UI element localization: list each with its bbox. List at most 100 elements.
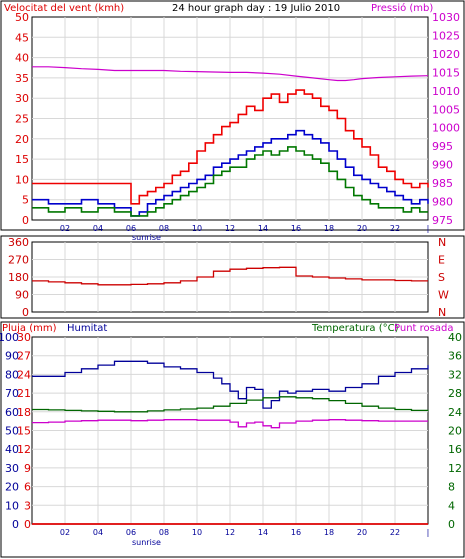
pressure-axis-tick: 1025 [432, 29, 460, 42]
humidity-axis-tick: 90 [5, 350, 19, 363]
sunrise-label-bottom: sunrise [132, 538, 161, 547]
temperature-axis-tick: 36 [448, 350, 462, 363]
humidity-axis-tick: 10 [5, 499, 19, 512]
chart-title: 24 hour graph day : 19 Julio 2010 [172, 3, 340, 14]
rain-axis-tick: 24 [17, 368, 31, 381]
time-axis-tick-top: 08 [159, 224, 169, 233]
temperature-axis-tick: 32 [448, 368, 462, 381]
pressure-axis-tick: 1010 [432, 85, 460, 98]
time-axis-tick-bottom: 12 [225, 528, 235, 537]
pressure-axis-tick: 1000 [432, 122, 460, 135]
compass-axis-tick: S [438, 271, 445, 284]
time-axis-tick-top: 12 [225, 224, 235, 233]
humidity-axis-tick: 30 [5, 462, 19, 475]
time-axis-tick-top: 04 [93, 224, 103, 233]
panel-frame-humidity [0, 321, 465, 558]
temperature-axis-tick: 28 [448, 387, 462, 400]
direction-axis-tick: 270 [8, 254, 29, 267]
series-line-gust [32, 89, 429, 205]
direction-axis-tick: 360 [8, 236, 29, 249]
humidity-axis-tick: 20 [5, 481, 19, 494]
rain-axis-tick: 3 [24, 499, 31, 512]
temperature-axis-tick: 0 [448, 518, 455, 531]
pressure-axis-tick: 975 [432, 214, 453, 227]
temperature-axis-tick: 8 [448, 481, 455, 494]
wind-axis-tick: 45 [15, 31, 29, 44]
time-axis-tick-bottom: 06 [126, 528, 136, 537]
dewpoint-axis-title: Punt rosada [394, 323, 453, 334]
rain-axis-tick: 6 [24, 481, 31, 494]
time-axis-tick-bottom: 16 [291, 528, 301, 537]
series-line-direction [32, 266, 428, 286]
series-line-humidity [32, 360, 429, 409]
direction-axis-tick: 180 [8, 271, 29, 284]
sunrise-label-top: sunrise [132, 233, 161, 242]
time-axis-tick-top: 14 [258, 224, 268, 233]
time-axis-tick-top: 20 [357, 224, 367, 233]
panel-frame-wind [0, 0, 465, 231]
pressure-axis-tick: 995 [432, 140, 453, 153]
direction-axis-tick: 0 [22, 306, 29, 319]
series-line-pressure [32, 66, 429, 82]
time-axis-tick-bottom: 10 [192, 528, 202, 537]
humidity-axis-tick: 100 [0, 331, 19, 344]
pressure-axis-title: Pressió (mb) [371, 2, 433, 14]
time-axis-tick-top: 16 [291, 224, 301, 233]
wind-axis-tick: 35 [15, 72, 29, 85]
humidity-axis-tick: 40 [5, 443, 19, 456]
temperature-axis-tick: 20 [448, 425, 462, 438]
series-line-temperature [32, 396, 429, 413]
rain-axis-tick: 9 [24, 462, 31, 475]
pressure-axis-tick: 1020 [432, 48, 460, 61]
series-line-dewpoint [32, 419, 428, 429]
time-axis-tick-bottom: 20 [357, 528, 367, 537]
time-axis-tick-bottom: 04 [93, 528, 103, 537]
wind-axis-tick: 30 [15, 92, 29, 105]
rain-axis-tick: 27 [17, 350, 31, 363]
pressure-axis-tick: 990 [432, 159, 453, 172]
temperature-axis-tick: 4 [448, 499, 455, 512]
wind-axis-tick: 20 [15, 133, 29, 146]
humidity-axis-tick: 50 [5, 425, 19, 438]
compass-axis-tick: E [438, 254, 445, 267]
panel-frame-direction [0, 235, 465, 319]
temperature-axis-tick: 12 [448, 462, 462, 475]
rain-axis-tick: 18 [17, 406, 31, 419]
rain-axis-tick: 21 [17, 387, 31, 400]
rain-axis-tick: 30 [17, 331, 31, 344]
rain-axis-tick: 15 [17, 425, 31, 438]
pressure-axis-tick: 985 [432, 177, 453, 190]
temperature-axis-tick: 40 [448, 331, 462, 344]
rain-axis-tick: 12 [17, 443, 31, 456]
time-axis-tick-bottom: | [427, 528, 430, 537]
wind-axis-tick: 25 [15, 113, 29, 126]
pressure-axis-tick: 1015 [432, 66, 460, 79]
time-axis-tick-bottom: 08 [159, 528, 169, 537]
humidity-axis-tick: 70 [5, 387, 19, 400]
compass-axis-tick: W [438, 289, 449, 302]
rain-axis-tick: 0 [24, 518, 31, 531]
wind-axis-tick: 40 [15, 52, 29, 65]
direction-axis-tick: 90 [15, 289, 29, 302]
time-axis-tick-top: 22 [390, 224, 400, 233]
compass-axis-tick: N [438, 236, 446, 249]
wind-axis-tick: 0 [22, 214, 29, 227]
series-line-wind [32, 129, 429, 217]
pressure-axis-tick: 1005 [432, 103, 460, 116]
wind-axis-tick: 10 [15, 173, 29, 186]
time-axis-tick-bottom: 18 [324, 528, 334, 537]
time-axis-tick-bottom: 22 [390, 528, 400, 537]
humidity-axis-tick: 0 [12, 518, 19, 531]
pressure-axis-tick: 980 [432, 196, 453, 209]
time-axis-tick-top: 02 [60, 224, 70, 233]
time-axis-tick-top: 06 [126, 224, 136, 233]
temperature-axis-tick: 24 [448, 406, 462, 419]
pressure-axis-tick: 1030 [432, 11, 460, 24]
wind-axis-title: Velocitat del vent (kmh) [4, 3, 124, 14]
rain-axis-title: Pluja (mm) [2, 323, 57, 334]
wind-axis-tick: 5 [22, 194, 29, 207]
humidity-axis-tick: 60 [5, 406, 19, 419]
time-axis-tick-top: | [427, 224, 430, 233]
humidity-axis-title: Humitat [67, 323, 107, 334]
